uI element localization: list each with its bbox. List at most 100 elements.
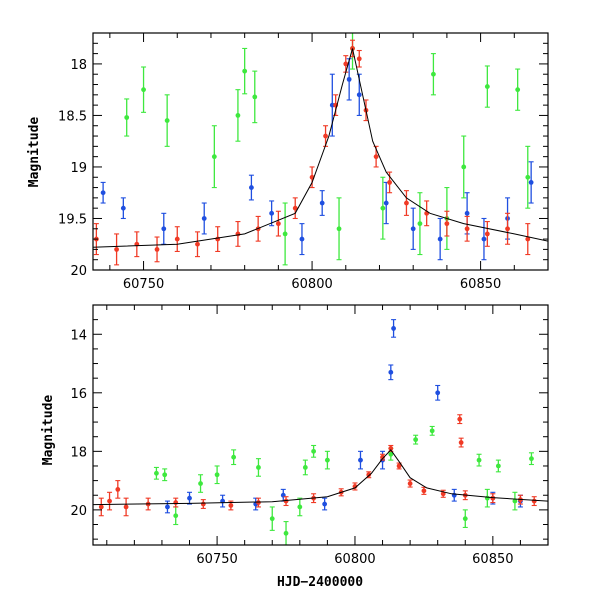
data-point	[429, 428, 435, 434]
y-tick-label: 18	[70, 58, 87, 73]
data-point	[173, 500, 179, 505]
x-tick-label: 60850	[460, 277, 501, 292]
data-point	[198, 481, 203, 486]
data-point	[124, 115, 130, 120]
data-point	[380, 454, 385, 460]
data-point	[282, 231, 288, 237]
data-point	[388, 451, 394, 457]
data-point	[391, 326, 396, 331]
data-point	[356, 56, 362, 62]
data-point	[484, 231, 490, 237]
data-point	[299, 236, 305, 242]
data-point	[249, 185, 254, 190]
data-point	[407, 481, 413, 486]
data-point	[358, 457, 363, 463]
data-point	[352, 484, 358, 489]
x-tick-label: 60750	[196, 552, 237, 567]
data-point	[98, 504, 104, 510]
data-point	[115, 486, 121, 492]
y-tick-label: 20	[70, 264, 87, 279]
data-point	[476, 457, 482, 463]
data-point	[383, 200, 389, 206]
y-tick-label: 19.5	[58, 212, 87, 227]
data-point	[269, 210, 275, 216]
data-point	[322, 501, 328, 507]
data-point	[319, 200, 325, 206]
y-tick-label: 19	[70, 161, 87, 176]
data-point	[311, 448, 317, 454]
top-axes-frame	[92, 32, 549, 271]
data-point	[187, 495, 192, 501]
data-point	[324, 457, 330, 463]
data-point	[410, 226, 416, 232]
data-point	[387, 180, 392, 185]
data-point	[114, 246, 119, 252]
data-point	[404, 200, 409, 206]
data-point	[173, 513, 179, 519]
data-point	[464, 226, 470, 232]
data-point	[484, 84, 490, 89]
top-panel: 60750 60800 60850 18 18.5 19 19.5 20	[58, 32, 549, 292]
data-point	[464, 210, 470, 216]
data-point	[388, 446, 394, 451]
data-point	[100, 190, 106, 196]
data-point	[141, 87, 146, 93]
data-point	[462, 516, 468, 522]
data-point	[343, 61, 349, 67]
data-point	[154, 246, 160, 252]
data-point	[161, 226, 167, 232]
data-point	[525, 236, 531, 242]
data-point	[396, 463, 402, 469]
y-tick-label: 18	[70, 445, 87, 460]
data-point	[297, 504, 303, 510]
bottom-series-green	[153, 425, 534, 545]
data-point	[457, 416, 463, 422]
y-tick-label: 20	[70, 504, 87, 519]
bottom-panel: 60750 60800 60850 14 16 18 20	[70, 304, 549, 567]
data-point	[154, 470, 159, 476]
y-axis-title-bottom: Magnitude	[41, 395, 56, 466]
data-point	[388, 369, 394, 375]
data-point	[211, 154, 217, 160]
data-point	[231, 454, 237, 460]
data-point	[346, 76, 352, 82]
y-tick-label: 14	[70, 328, 87, 343]
model-curve	[93, 449, 548, 506]
y-tick-label: 16	[70, 387, 87, 402]
data-point	[515, 87, 521, 93]
data-point	[107, 498, 112, 504]
x-axis-title: HJD−2400000	[277, 575, 363, 590]
data-point	[528, 180, 534, 185]
data-point	[431, 71, 436, 77]
top-series-red	[93, 39, 531, 266]
bottom-plot-area	[93, 319, 548, 545]
data-point	[214, 472, 220, 478]
data-point	[292, 205, 298, 211]
x-tick-label: 60800	[291, 277, 332, 292]
y-tick-label: 18.5	[58, 109, 87, 124]
bottom-axes-frame	[92, 304, 549, 546]
data-point	[252, 94, 258, 100]
data-point	[490, 495, 496, 501]
data-point	[458, 440, 464, 445]
data-point	[302, 465, 308, 470]
data-point	[164, 118, 170, 123]
data-point	[165, 504, 170, 510]
data-point	[529, 456, 534, 462]
bottom-series-red	[98, 414, 537, 517]
model-curve	[93, 48, 548, 248]
data-point	[323, 133, 328, 139]
data-point	[437, 236, 443, 242]
data-point	[495, 463, 501, 469]
data-point	[120, 205, 126, 211]
data-point	[421, 488, 427, 494]
data-point	[242, 68, 248, 74]
data-point	[228, 503, 234, 508]
data-point	[201, 216, 207, 221]
data-point	[444, 221, 450, 227]
data-point	[531, 498, 537, 504]
data-point	[413, 437, 419, 443]
data-point	[481, 236, 487, 242]
data-point	[380, 205, 386, 211]
data-point	[235, 113, 241, 118]
